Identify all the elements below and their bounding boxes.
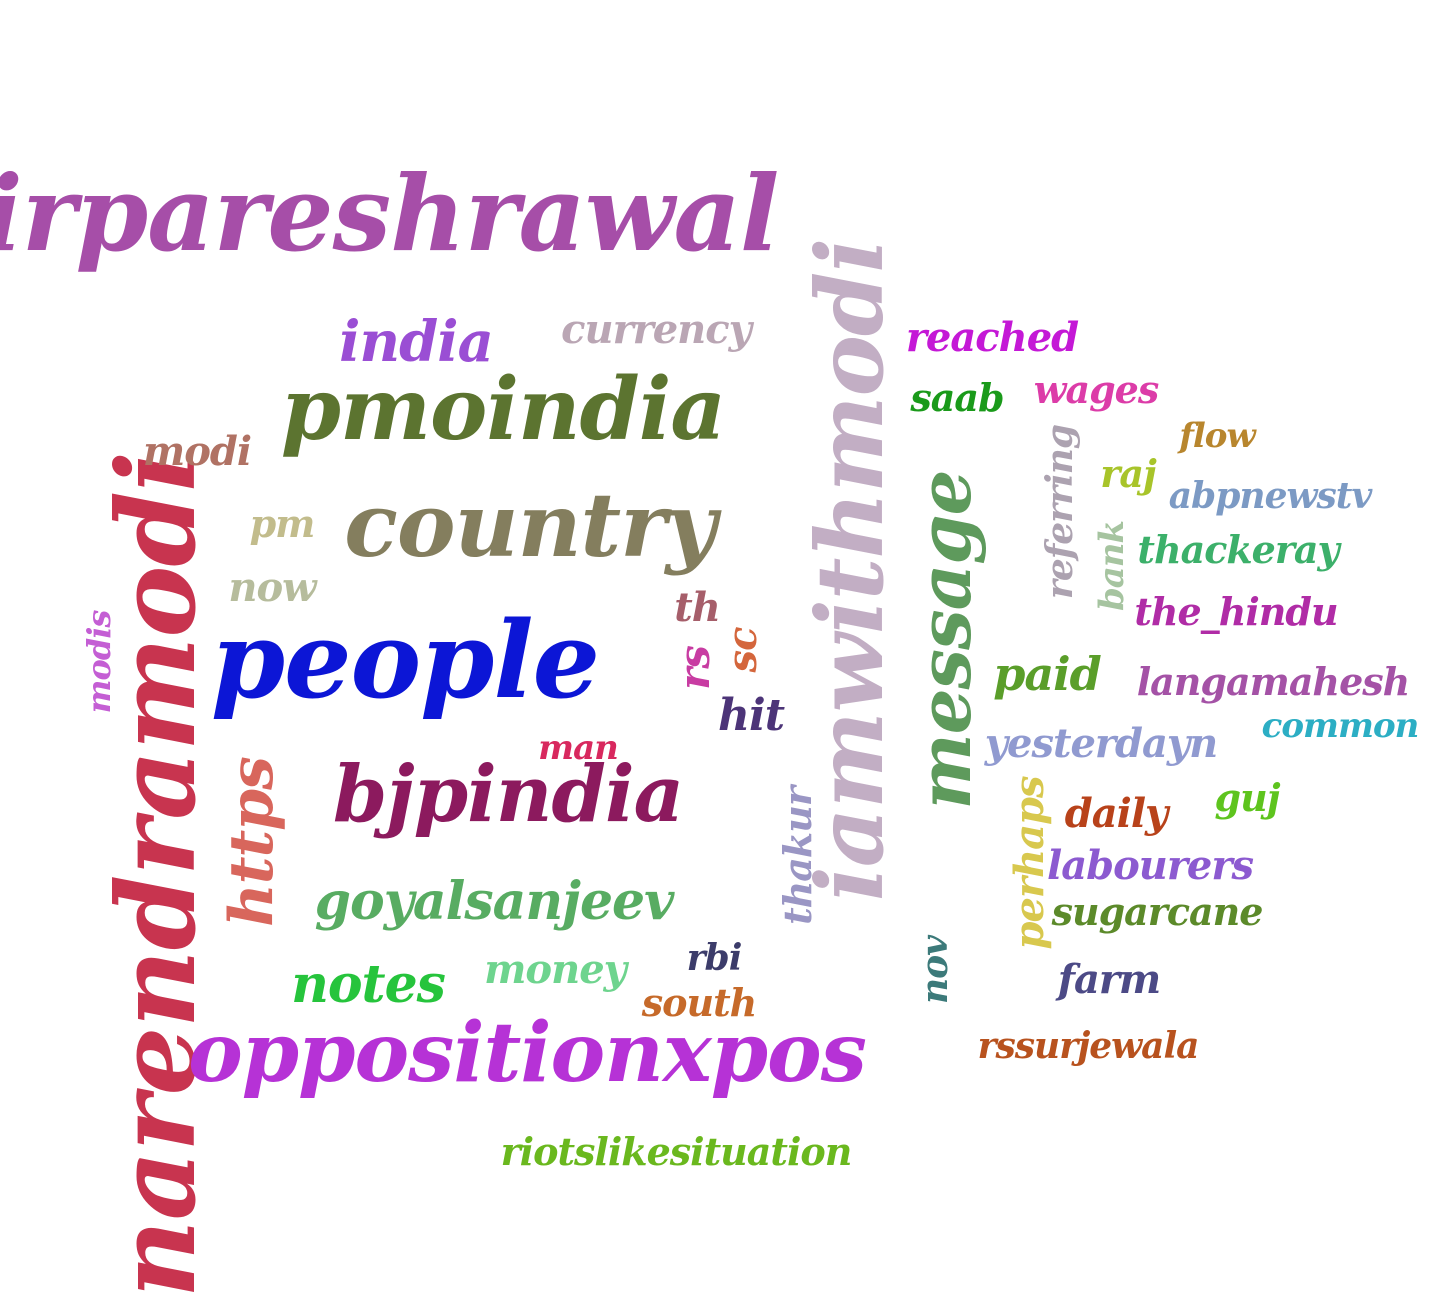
word-common: common <box>1261 706 1420 746</box>
word-referring: referring <box>1039 424 1081 600</box>
word-reached: reached <box>905 314 1079 361</box>
word-people: people <box>210 597 600 722</box>
word-money: money <box>484 946 627 993</box>
word-langamahesh: langamahesh <box>1136 659 1411 704</box>
word-rbi: rbi <box>686 937 743 979</box>
word-now: now <box>228 564 316 611</box>
word-sirpareshrawal: sirpareshrawal <box>0 152 779 275</box>
word-https: https <box>217 757 287 927</box>
word-guj: guj <box>1214 775 1281 820</box>
word-modis: modis <box>80 610 118 714</box>
word-man: man <box>538 728 619 768</box>
word-bank: bank <box>1092 520 1132 612</box>
word-pmoindia: pmoindia <box>280 359 726 460</box>
word-notes: notes <box>291 954 446 1015</box>
word-rssurjewala: rssurjewala <box>977 1025 1200 1067</box>
word-yesterdayn: yesterdayn <box>984 720 1218 767</box>
word-flow: flow <box>1179 416 1255 456</box>
word-farm: farm <box>1057 956 1162 1003</box>
word-abpnewstv: abpnewstv <box>1168 475 1373 517</box>
word-pm: pm <box>249 501 316 546</box>
word-goyalsanjeev: goyalsanjeev <box>314 871 675 932</box>
word-th: th <box>674 584 721 631</box>
word-sugarcane: sugarcane <box>1051 889 1264 934</box>
word-raj: raj <box>1100 451 1156 496</box>
word-riotslikesituation: riotslikesituation <box>500 1129 853 1174</box>
word-country: country <box>344 473 716 577</box>
word-the_hindu: the_hindu <box>1134 589 1338 634</box>
word-modi: modi <box>142 428 252 475</box>
word-south: south <box>641 980 758 1025</box>
word-saab: saab <box>910 375 1004 420</box>
word-thackeray: thackeray <box>1137 527 1339 572</box>
word-nov: nov <box>914 935 956 1005</box>
word-narendramodi: narendramodi <box>94 452 220 1298</box>
word-labourers: labourers <box>1047 842 1254 889</box>
word-oppositionxpos: oppositionxpos <box>188 1005 867 1101</box>
word-message: message <box>902 470 987 810</box>
word-wages: wages <box>1033 367 1159 412</box>
word-india: india <box>339 309 494 375</box>
word-bjpindia: bjpindia <box>332 749 684 840</box>
word-paid: paid <box>993 647 1102 701</box>
word-rs: rs <box>670 646 719 690</box>
word-hit: hit <box>717 690 785 741</box>
word-sc: sc <box>719 627 766 673</box>
word-perhaps: perhaps <box>1006 776 1053 950</box>
word-thakur: thakur <box>775 787 820 925</box>
word-currency: currency <box>561 306 752 353</box>
word-daily: daily <box>1064 790 1169 837</box>
